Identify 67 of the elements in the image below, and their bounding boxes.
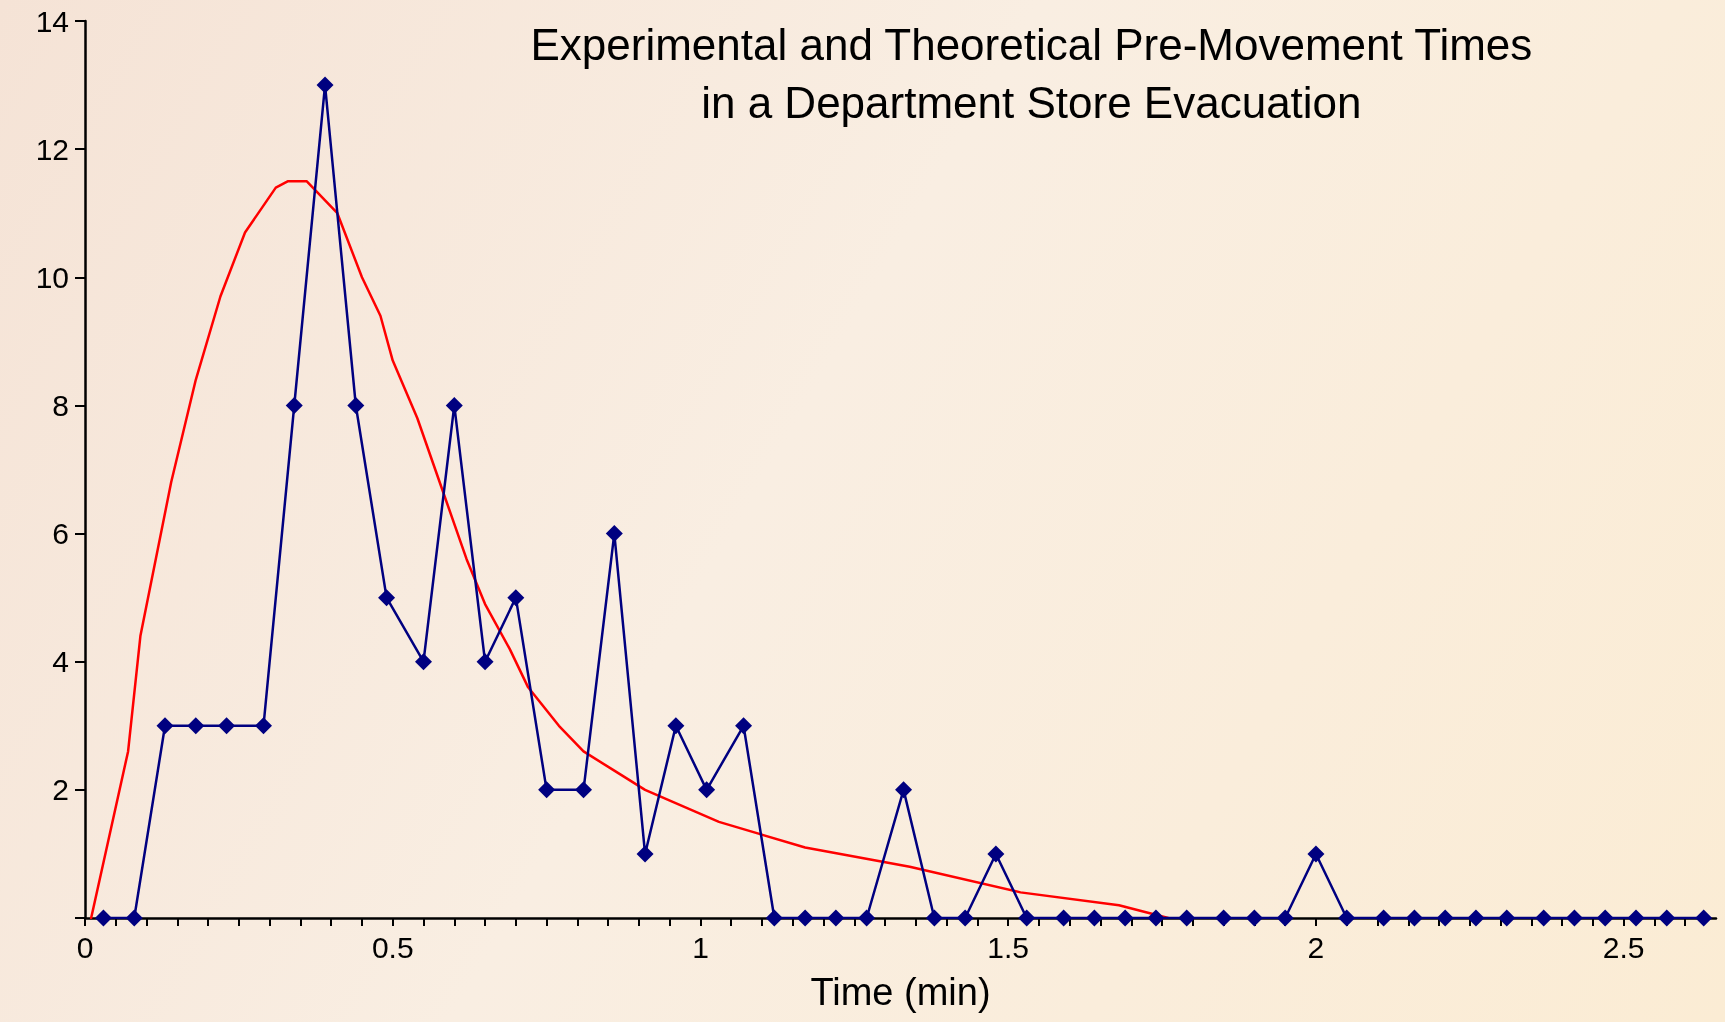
point bbox=[415, 653, 433, 671]
point bbox=[1147, 909, 1165, 927]
point bbox=[1375, 909, 1393, 927]
point bbox=[445, 396, 463, 414]
point bbox=[156, 717, 174, 735]
point bbox=[1436, 909, 1454, 927]
point bbox=[254, 717, 272, 735]
point bbox=[796, 909, 814, 927]
point bbox=[765, 909, 783, 927]
point bbox=[735, 717, 753, 735]
point bbox=[1467, 909, 1485, 927]
point bbox=[1116, 909, 1134, 927]
point bbox=[605, 525, 623, 543]
point bbox=[895, 781, 913, 799]
point bbox=[667, 717, 685, 735]
point bbox=[378, 589, 396, 607]
point bbox=[1338, 909, 1356, 927]
point bbox=[1085, 909, 1103, 927]
point bbox=[125, 909, 143, 927]
point bbox=[1695, 909, 1713, 927]
x-axis-title: Time (min) bbox=[810, 971, 991, 1013]
point bbox=[538, 781, 556, 799]
point bbox=[925, 909, 943, 927]
x-tick-label: 0.5 bbox=[371, 930, 414, 964]
point bbox=[1565, 909, 1583, 927]
point bbox=[1535, 909, 1553, 927]
point bbox=[987, 845, 1005, 863]
x-tick-label: 1.5 bbox=[987, 930, 1030, 964]
point bbox=[187, 717, 205, 735]
x-tick-label: 0 bbox=[76, 930, 94, 964]
point bbox=[316, 76, 334, 94]
point bbox=[1658, 909, 1676, 927]
x-tick-label: 2.5 bbox=[1602, 930, 1645, 964]
point bbox=[476, 653, 494, 671]
point bbox=[347, 396, 365, 414]
point bbox=[575, 781, 593, 799]
point bbox=[94, 909, 112, 927]
point bbox=[1018, 909, 1036, 927]
point bbox=[1596, 909, 1614, 927]
point bbox=[1178, 909, 1196, 927]
point bbox=[1215, 909, 1233, 927]
x-tick-label: 1 bbox=[692, 930, 709, 964]
point bbox=[1245, 909, 1263, 927]
y-tick-label: 10 bbox=[35, 260, 69, 294]
y-tick-label: 4 bbox=[52, 645, 69, 679]
y-tick-label: 14 bbox=[35, 4, 69, 38]
y-tick-label: 2 bbox=[52, 773, 69, 807]
point bbox=[1276, 909, 1294, 927]
text: Experimental and Theoretical Pre-Movement Times in a Department Store Evacuation bbox=[530, 19, 1533, 127]
point bbox=[218, 717, 236, 735]
y-tick-label: 8 bbox=[52, 388, 69, 422]
y-tick-label: 6 bbox=[52, 517, 69, 551]
point bbox=[1627, 909, 1645, 927]
point bbox=[1055, 909, 1073, 927]
point bbox=[956, 909, 974, 927]
point bbox=[1498, 909, 1516, 927]
line-series bbox=[89, 179, 1170, 920]
point bbox=[827, 909, 845, 927]
point bbox=[507, 589, 525, 607]
point bbox=[858, 909, 876, 927]
x-tick-label: 2 bbox=[1307, 930, 1325, 964]
point bbox=[285, 396, 303, 414]
point bbox=[636, 845, 654, 863]
point bbox=[1405, 909, 1423, 927]
point bbox=[698, 781, 716, 799]
point bbox=[1307, 845, 1325, 863]
y-tick-label: 12 bbox=[35, 132, 69, 166]
